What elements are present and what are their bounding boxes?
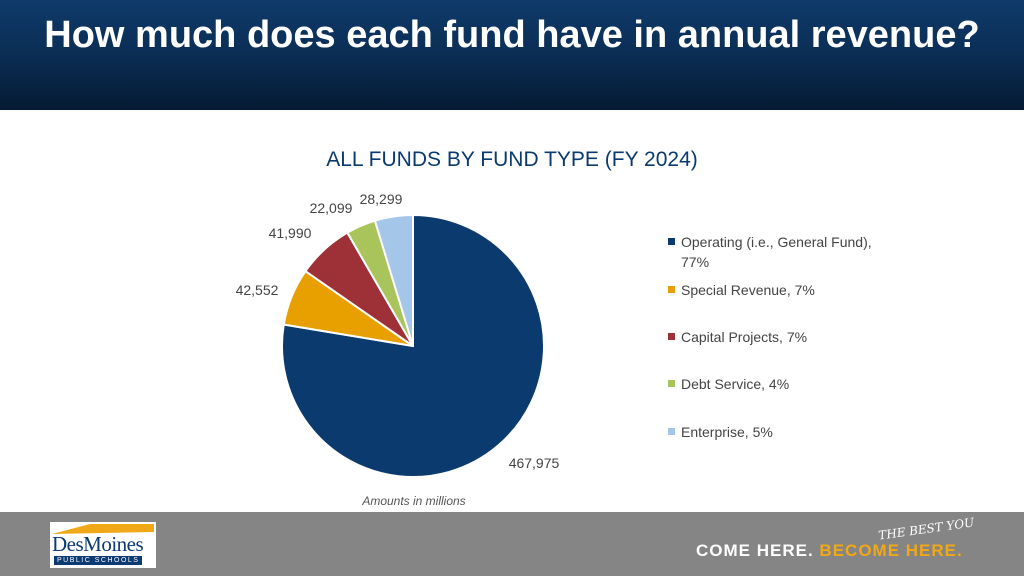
chart-note: Amounts in millions — [362, 494, 466, 508]
legend-swatch — [668, 238, 675, 245]
slice-value-label: 41,990 — [269, 225, 312, 241]
tagline-part-1: COME HERE. — [696, 541, 814, 560]
pie-slice — [281, 213, 545, 478]
legend-swatch — [668, 333, 675, 340]
slide-title: How much does each fund have in annual r… — [44, 14, 980, 56]
des-moines-logo: DesMoines PUBLIC SCHOOLS — [50, 522, 156, 568]
slice-value-label: 42,552 — [236, 282, 279, 298]
tagline-part-2: BECOME — [819, 541, 901, 560]
legend-swatch — [668, 380, 675, 387]
footer-bar — [0, 512, 1024, 576]
legend-item: Debt Service, 4% — [668, 374, 789, 394]
logo-text: DesMoines — [52, 532, 144, 556]
tagline-part-3: HERE. — [905, 541, 963, 560]
legend-item: Special Revenue, 7% — [668, 280, 815, 300]
pie-chart: 467,975 42,552 41,990 22,099 28,299 — [236, 191, 560, 478]
chart-title: ALL FUNDS BY FUND TYPE (FY 2024) — [326, 148, 698, 171]
slice-value-label: 22,099 — [310, 200, 353, 216]
pie-slice — [373, 213, 414, 347]
slice-value-label: 28,299 — [360, 191, 403, 207]
legend-label: Operating (i.e., General Fund), 77% — [681, 234, 872, 270]
legend-label: Special Revenue, 7% — [681, 282, 815, 298]
slice-value-label: 467,975 — [509, 455, 560, 471]
legend-item: Enterprise, 5% — [668, 422, 773, 442]
logo-swoosh-icon — [52, 524, 154, 534]
legend-label: Enterprise, 5% — [681, 424, 773, 440]
logo-subtext: PUBLIC SCHOOLS — [54, 556, 143, 565]
legend-swatch — [668, 286, 675, 293]
legend-item: Capital Projects, 7% — [668, 327, 807, 347]
legend-swatch — [668, 428, 675, 435]
legend-label: Debt Service, 4% — [681, 376, 790, 392]
tagline: COME HERE. BECOME HERE. — [696, 541, 963, 561]
legend-label: Capital Projects, 7% — [681, 329, 808, 345]
title-banner: How much does each fund have in annual r… — [0, 0, 1024, 110]
legend-item: Operating (i.e., General Fund), 77% — [668, 232, 878, 272]
